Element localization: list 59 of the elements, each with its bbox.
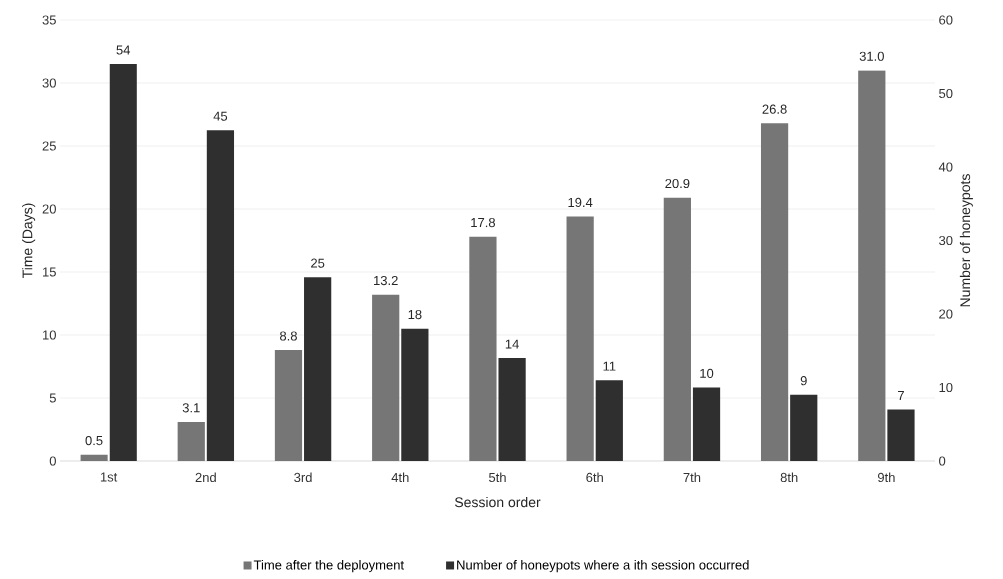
data-label: 19.4 — [568, 197, 593, 208]
data-label: 9 — [800, 376, 807, 386]
y2-tick-label: 10 — [939, 382, 953, 393]
data-label: 31.0 — [859, 51, 884, 61]
x-tick-label: 6th — [586, 472, 603, 483]
data-label: 45 — [213, 111, 228, 121]
bar — [177, 421, 205, 461]
x-tick-label: 7th — [683, 472, 701, 483]
bar — [887, 409, 915, 461]
bar — [760, 123, 789, 461]
data-label: 17.8 — [471, 217, 496, 228]
bar — [663, 197, 691, 461]
y-tick-label: 35 — [42, 15, 56, 25]
x-axis-title: Session order — [454, 496, 541, 508]
bar — [80, 454, 108, 461]
y-tick-label: 0 — [49, 456, 56, 466]
data-label: 13.2 — [374, 275, 398, 286]
bar — [790, 394, 818, 461]
y-axis-title: Time (Days) — [22, 203, 36, 279]
bar — [109, 64, 137, 461]
data-label: 8.8 — [280, 331, 297, 341]
legend-label: Number of honeypots where a ith session occurred — [457, 560, 749, 573]
y-tick-label: 5 — [49, 393, 56, 403]
bar — [206, 130, 235, 461]
bar — [469, 236, 497, 461]
bar — [858, 70, 886, 461]
x-tick-label: 3rd — [294, 472, 312, 483]
bar — [692, 387, 721, 461]
data-label: 25 — [311, 258, 325, 268]
x-tick-label: 4th — [391, 472, 409, 483]
data-label: 20.9 — [665, 178, 690, 189]
legend-label: Time after the deployment — [253, 560, 404, 573]
data-label: 18 — [408, 309, 422, 320]
y2-axis-title: Number of honeypots — [959, 174, 973, 307]
y-tick-label: 20 — [42, 204, 56, 214]
y2-tick-label: 20 — [939, 309, 953, 319]
y-tick-label: 10 — [43, 330, 56, 340]
x-tick-label: 8th — [780, 472, 798, 483]
y2-tick-label: 40 — [938, 162, 953, 172]
x-tick-label: 5th — [488, 472, 506, 483]
data-label: 54 — [116, 45, 131, 55]
data-label: 11 — [603, 361, 616, 371]
data-label: 10 — [700, 368, 714, 378]
x-tick-label: 2nd — [195, 472, 216, 483]
y2-tick-label: 30 — [939, 235, 953, 246]
data-label: 7 — [898, 391, 904, 401]
y2-tick-label: 60 — [939, 15, 953, 25]
x-tick-label: 9th — [877, 472, 895, 483]
y-tick-label: 15 — [43, 267, 56, 277]
bar — [566, 216, 594, 461]
y-tick-label: 25 — [42, 141, 56, 151]
y2-tick-label: 0 — [939, 456, 946, 466]
x-tick-label: 1st — [100, 472, 118, 482]
y-tick-label: 30 — [42, 78, 56, 88]
data-label: 26.8 — [762, 104, 787, 114]
data-label: 3.1 — [182, 403, 200, 413]
data-label: 14 — [505, 339, 519, 349]
data-label: 0.5 — [85, 435, 103, 446]
y2-tick-label: 50 — [939, 88, 953, 99]
